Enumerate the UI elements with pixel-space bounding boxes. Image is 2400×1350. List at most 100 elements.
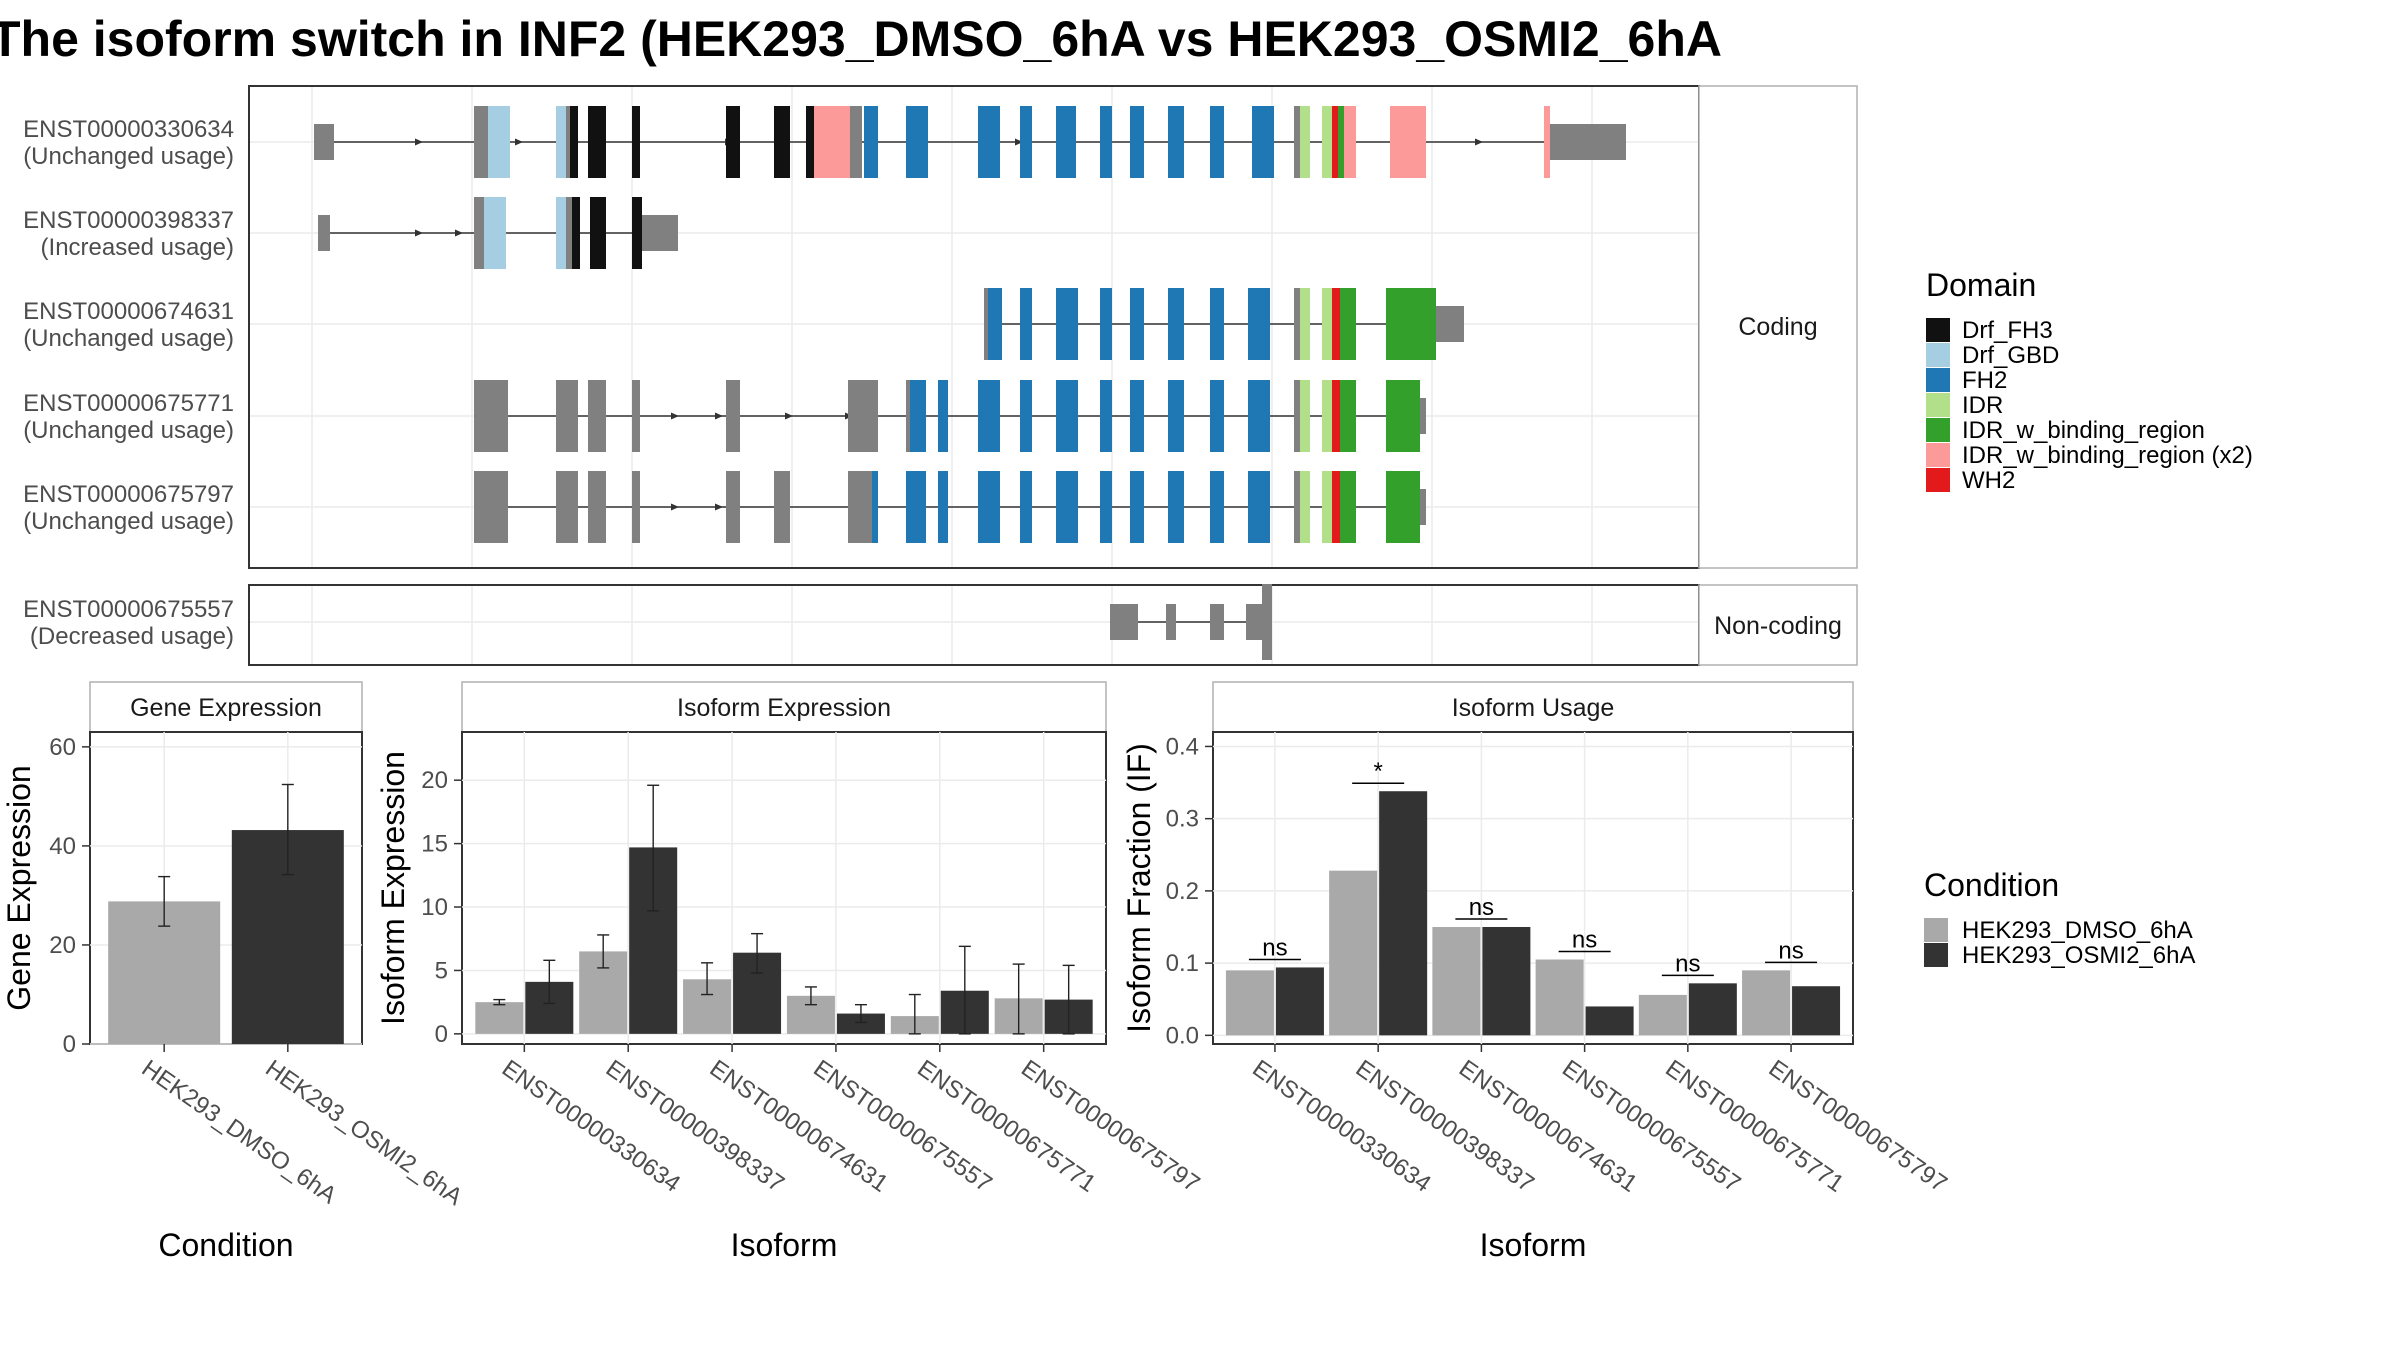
strand-arrow [1015,138,1023,146]
strand-arrow [715,503,723,511]
chart-title: Gene Expression [130,694,322,722]
exon-block [556,471,578,543]
y-tick-label: 20 [421,767,448,794]
condition-legend-label: HEK293_DMSO_6hA [1962,917,2193,944]
transcript-track [474,380,1426,452]
domain-legend-label: WH2 [1962,467,2015,494]
exon-block [726,106,740,178]
exon-block [1300,380,1310,452]
transcript-labels: ENST00000330634 (Unchanged usage) ENST0000… [23,116,234,650]
y-tick-label: 10 [421,894,448,921]
exon-block [850,106,862,178]
exon-block [1338,106,1344,178]
transcript-track [474,471,1426,543]
condition-legend-label: HEK293_OSMI2_6hA [1962,942,2195,969]
exon-block [1056,471,1078,543]
domain-legend-swatch [1926,393,1950,417]
x-tick-label: ENST00000675771 [1660,1055,1848,1198]
exon-block [1110,604,1138,640]
exon-block [1322,471,1332,543]
exon-block [1210,106,1224,178]
exon-block [1100,288,1112,360]
noncoding-strip-label: Non-coding [1714,612,1842,640]
exon-block [1332,471,1340,543]
bar [1329,870,1378,1036]
noncoding-strip [1698,584,1858,666]
x-tick-label: ENST00000675797 [1764,1055,1952,1198]
noncoding-panel: Non-coding [248,584,1858,666]
exon-block [1544,106,1550,178]
exon-block [488,106,510,178]
y-tick-label: 20 [49,932,76,959]
significance-label: ns [1572,927,1597,954]
exon-block [726,380,740,452]
exon-block [632,106,640,178]
bar [1585,1006,1634,1036]
y-tick-label: 0.0 [1166,1022,1199,1049]
exon-block [1100,106,1112,178]
y-tick-label: 0 [435,1021,448,1048]
exon-block [590,197,606,269]
exon-block [632,471,640,543]
x-tick-label: ENST00000675797 [1016,1055,1204,1198]
transcript-id-label: ENST00000675557 [23,596,234,623]
exon-block [1210,471,1224,543]
domain-legend-label: IDR [1962,392,2003,419]
exon-block [1020,471,1032,543]
domain-legend-label: IDR_w_binding_region [1962,417,2205,444]
chart-strip [1212,681,1854,733]
domain-legend-label: Drf_FH3 [1962,317,2053,344]
coding-strip [1698,85,1858,569]
exon-block [1322,106,1332,178]
y-tick-label: 0.4 [1166,733,1199,760]
exon-block [588,106,606,178]
x-axis-label: Isoform [1480,1227,1587,1263]
bar [1275,967,1324,1036]
y-tick-label: 0 [63,1031,76,1058]
exon-block [774,471,790,543]
isoform-usage-chart: Isoform Usage 0.0 0.1 0.2 0.3 0.4 ns ENST000003… [1121,681,1952,1263]
domain-legend-swatch [1926,418,1950,442]
exon-block [318,215,330,251]
exon-block [1100,380,1112,452]
exon-block [1248,380,1270,452]
exon-block [1340,471,1356,543]
exon-block [938,380,948,452]
strand-arrow [715,412,723,420]
significance-label: ns [1469,894,1494,921]
chart-title: Isoform Usage [1452,694,1615,722]
transcript-id-label: ENST00000330634 [23,116,234,143]
domain-legend-swatch [1926,343,1950,367]
x-tick-label: ENST00000675771 [912,1055,1100,1198]
strand-arrow [455,229,463,237]
strand-arrow [671,412,679,420]
bar [1792,986,1841,1036]
bar [1482,927,1531,1036]
exon-block [632,197,642,269]
bar [1742,970,1791,1036]
condition-legend-swatch [1924,943,1948,967]
domain-legend: DomainDrf_FH3Drf_GBDFH2IDRIDR_w_binding_… [1926,267,2253,494]
y-tick-label: 5 [435,957,448,984]
figure-title: The isoform switch in INF2 (HEK293_DMSO_… [0,11,1722,67]
noncoding-panel-border [248,584,1700,666]
x-tick-label: ENST00000330634 [1247,1055,1435,1198]
x-tick-label: HEK293_OSMI2_6hA [260,1055,467,1211]
exon-block [978,380,1000,452]
bar [475,1002,524,1034]
exon-block [1130,106,1144,178]
exon-block [774,106,790,178]
transcript-usage-label: (Increased usage) [41,234,234,261]
transcript-usage-label: (Unchanged usage) [23,508,234,535]
strand-arrow [515,138,523,146]
exon-block [1294,106,1300,178]
x-tick-label: ENST00000398337 [1351,1055,1539,1198]
domain-legend-swatch [1926,443,1950,467]
bar [1688,983,1737,1036]
chart-title: Isoform Expression [677,694,891,722]
x-tick-label: ENST00000674631 [1454,1055,1642,1198]
exon-block [848,471,872,543]
exon-block [588,380,606,452]
condition-legend-swatch [1924,918,1948,942]
